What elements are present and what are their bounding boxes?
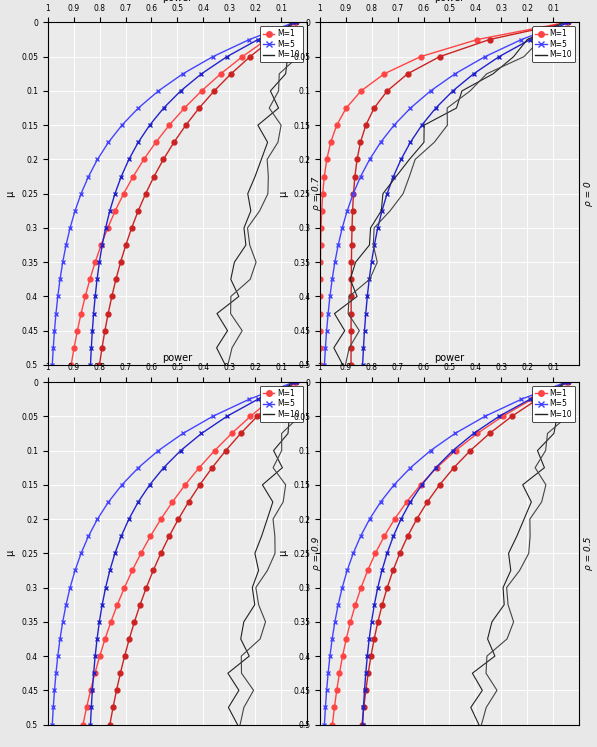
X-axis label: power: power — [162, 0, 192, 3]
Legend: M=1, M=5, M=10: M=1, M=5, M=10 — [532, 386, 576, 422]
X-axis label: power: power — [162, 353, 192, 362]
Y-axis label: µ: µ — [278, 551, 288, 557]
Legend: M=1, M=5, M=10: M=1, M=5, M=10 — [260, 386, 303, 422]
Y-axis label: µ: µ — [5, 190, 16, 196]
Y-axis label: µ: µ — [5, 551, 16, 557]
Text: ρ = 0: ρ = 0 — [584, 182, 593, 206]
Y-axis label: µ: µ — [278, 190, 288, 196]
Legend: M=1, M=5, M=10: M=1, M=5, M=10 — [532, 26, 576, 63]
Text: ρ = 0.9: ρ = 0.9 — [312, 536, 321, 570]
Text: ρ = 0.5: ρ = 0.5 — [584, 536, 593, 570]
X-axis label: power: power — [435, 353, 464, 362]
Legend: M=1, M=5, M=10: M=1, M=5, M=10 — [260, 26, 303, 63]
X-axis label: power: power — [435, 0, 464, 3]
Text: ρ = 0.7: ρ = 0.7 — [312, 177, 321, 211]
